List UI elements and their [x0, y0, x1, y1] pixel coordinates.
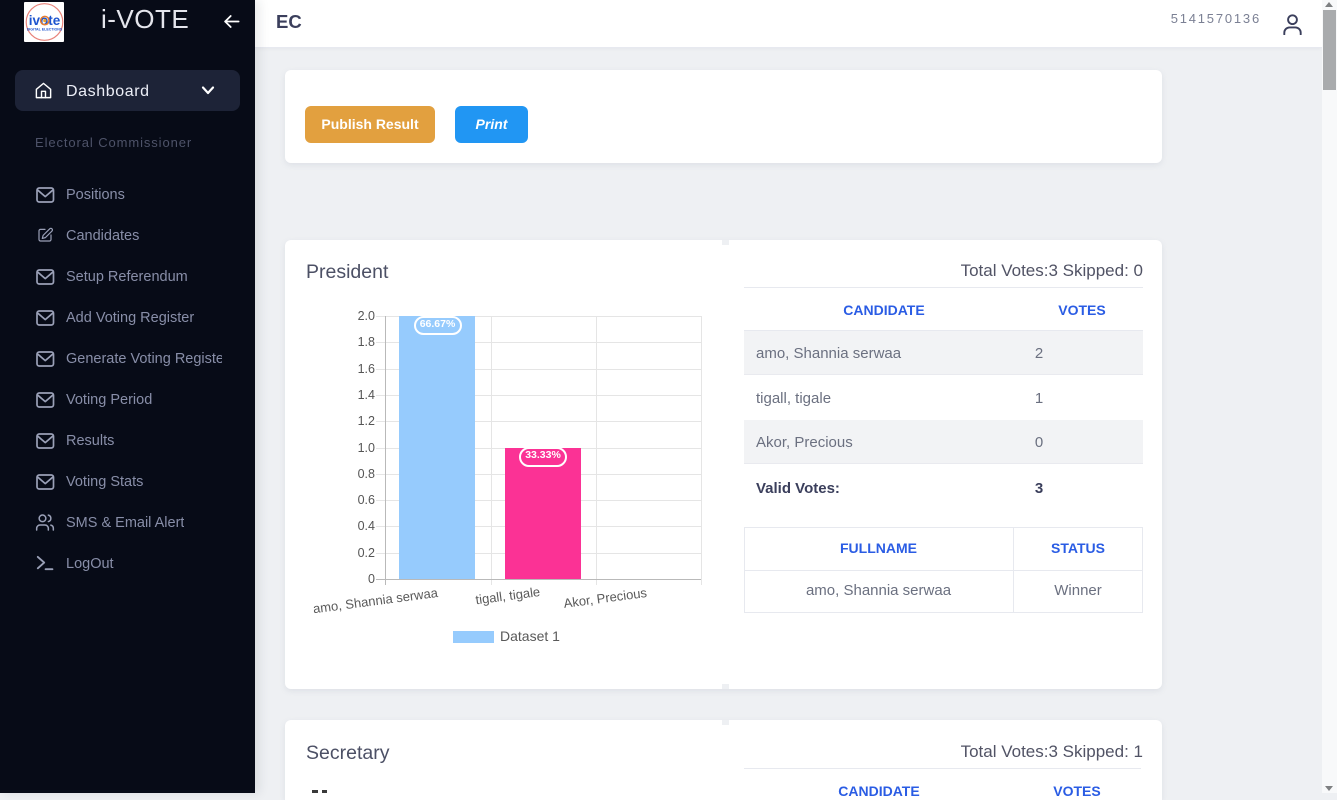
svg-text:DIGITAL ELECTIONS: DIGITAL ELECTIONS — [27, 27, 63, 31]
